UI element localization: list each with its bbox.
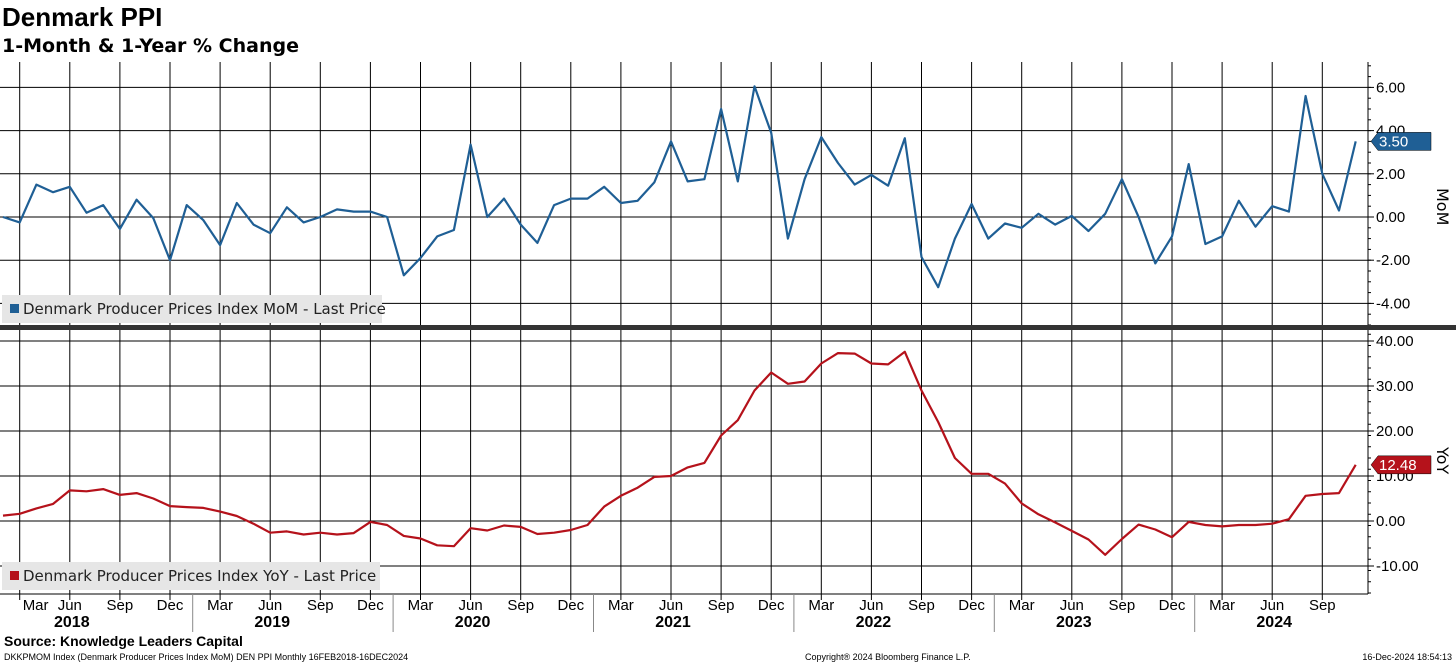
yoy-last-value-badge: 12.48 [1370, 455, 1432, 475]
axis-layer: 6.004.002.000.00-2.00-4.003.5040.0030.00… [0, 62, 1456, 632]
x-month-label: Jun [859, 597, 883, 614]
x-month-label: Mar [608, 597, 634, 614]
y-tick-label: 20.00 [1376, 423, 1414, 440]
x-month-label: Sep [908, 597, 935, 614]
mom-series-line [2, 85, 1357, 289]
x-month-label: Dec [958, 597, 985, 614]
series-layer [2, 85, 1357, 556]
y-tick-label: 6.00 [1376, 79, 1405, 96]
x-month-label: Dec [1159, 597, 1186, 614]
yoy-legend: Denmark Producer Prices Index YoY - Last… [2, 562, 380, 590]
footer-series-info: DKKPMOM Index (Denmark Producer Prices I… [4, 652, 409, 662]
y-tick-label: -10.00 [1376, 558, 1419, 575]
x-month-label: Dec [357, 597, 384, 614]
x-month-label: Jun [1060, 597, 1084, 614]
x-month-label: Mar [808, 597, 834, 614]
mom-legend-swatch [10, 304, 19, 313]
mom-last-value-badge: 3.50 [1370, 132, 1432, 151]
x-year-label: 2020 [455, 614, 491, 631]
x-month-label: Sep [507, 597, 534, 614]
y-tick-label: 0.00 [1376, 513, 1405, 530]
y-tick-label: 2.00 [1376, 166, 1405, 183]
mom-legend-label: Denmark Producer Prices Index MoM - Last… [23, 300, 386, 318]
panel-separator [0, 325, 1456, 330]
badge-value: 12.48 [1379, 457, 1417, 474]
x-month-label: Dec [758, 597, 785, 614]
yoy-legend-label: Denmark Producer Prices Index YoY - Last… [23, 567, 376, 585]
x-month-label: Jun [58, 597, 82, 614]
y-tick-label: 40.00 [1376, 333, 1414, 350]
x-month-label: Mar [1209, 597, 1235, 614]
y-tick-label: 30.00 [1376, 378, 1414, 395]
x-month-label: Jun [258, 597, 282, 614]
mom-legend: Denmark Producer Prices Index MoM - Last… [2, 295, 386, 323]
x-month-label: Jun [459, 597, 483, 614]
badge-value: 3.50 [1379, 133, 1408, 150]
x-month-label: Dec [557, 597, 584, 614]
x-year-label: 2022 [856, 614, 892, 631]
y-tick-label: -2.00 [1376, 252, 1410, 269]
chart-title: Denmark PPI [2, 2, 163, 32]
x-year-label: 2019 [254, 614, 290, 631]
footer-timestamp: 16-Dec-2024 18:54:13 [1362, 652, 1452, 662]
badge-shape [1370, 455, 1432, 475]
source-note: Source: Knowledge Leaders Capital [4, 633, 243, 649]
x-month-label: Sep [1109, 597, 1136, 614]
yoy-axis-name: YoY [1433, 446, 1452, 474]
x-month-label: Jun [659, 597, 683, 614]
x-month-label: Sep [107, 597, 134, 614]
x-month-label: Mar [408, 597, 434, 614]
x-month-label: Sep [708, 597, 735, 614]
yoy-legend-swatch [10, 571, 19, 580]
x-year-label: 2024 [1256, 614, 1292, 631]
x-month-label: Mar [207, 597, 233, 614]
x-year-label: 2021 [655, 614, 691, 631]
x-month-label: Dec [157, 597, 184, 614]
x-month-label: Mar [23, 597, 49, 614]
x-month-label: Sep [1309, 597, 1336, 614]
mom-axis-name: MoM [1433, 188, 1452, 225]
x-year-label: 2023 [1056, 614, 1092, 631]
y-tick-label: -4.00 [1376, 295, 1410, 312]
x-month-label: Sep [307, 597, 334, 614]
chart-subtitle: 1-Month & 1-Year % Change [2, 35, 299, 57]
yoy-series-line [2, 350, 1357, 556]
y-tick-label: 0.00 [1376, 209, 1405, 226]
badge-shape [1370, 132, 1432, 151]
x-month-label: Jun [1260, 597, 1284, 614]
x-month-label: Mar [1009, 597, 1035, 614]
footer-copyright: Copyright® 2024 Bloomberg Finance L.P. [805, 652, 971, 662]
x-year-label: 2018 [54, 614, 90, 631]
